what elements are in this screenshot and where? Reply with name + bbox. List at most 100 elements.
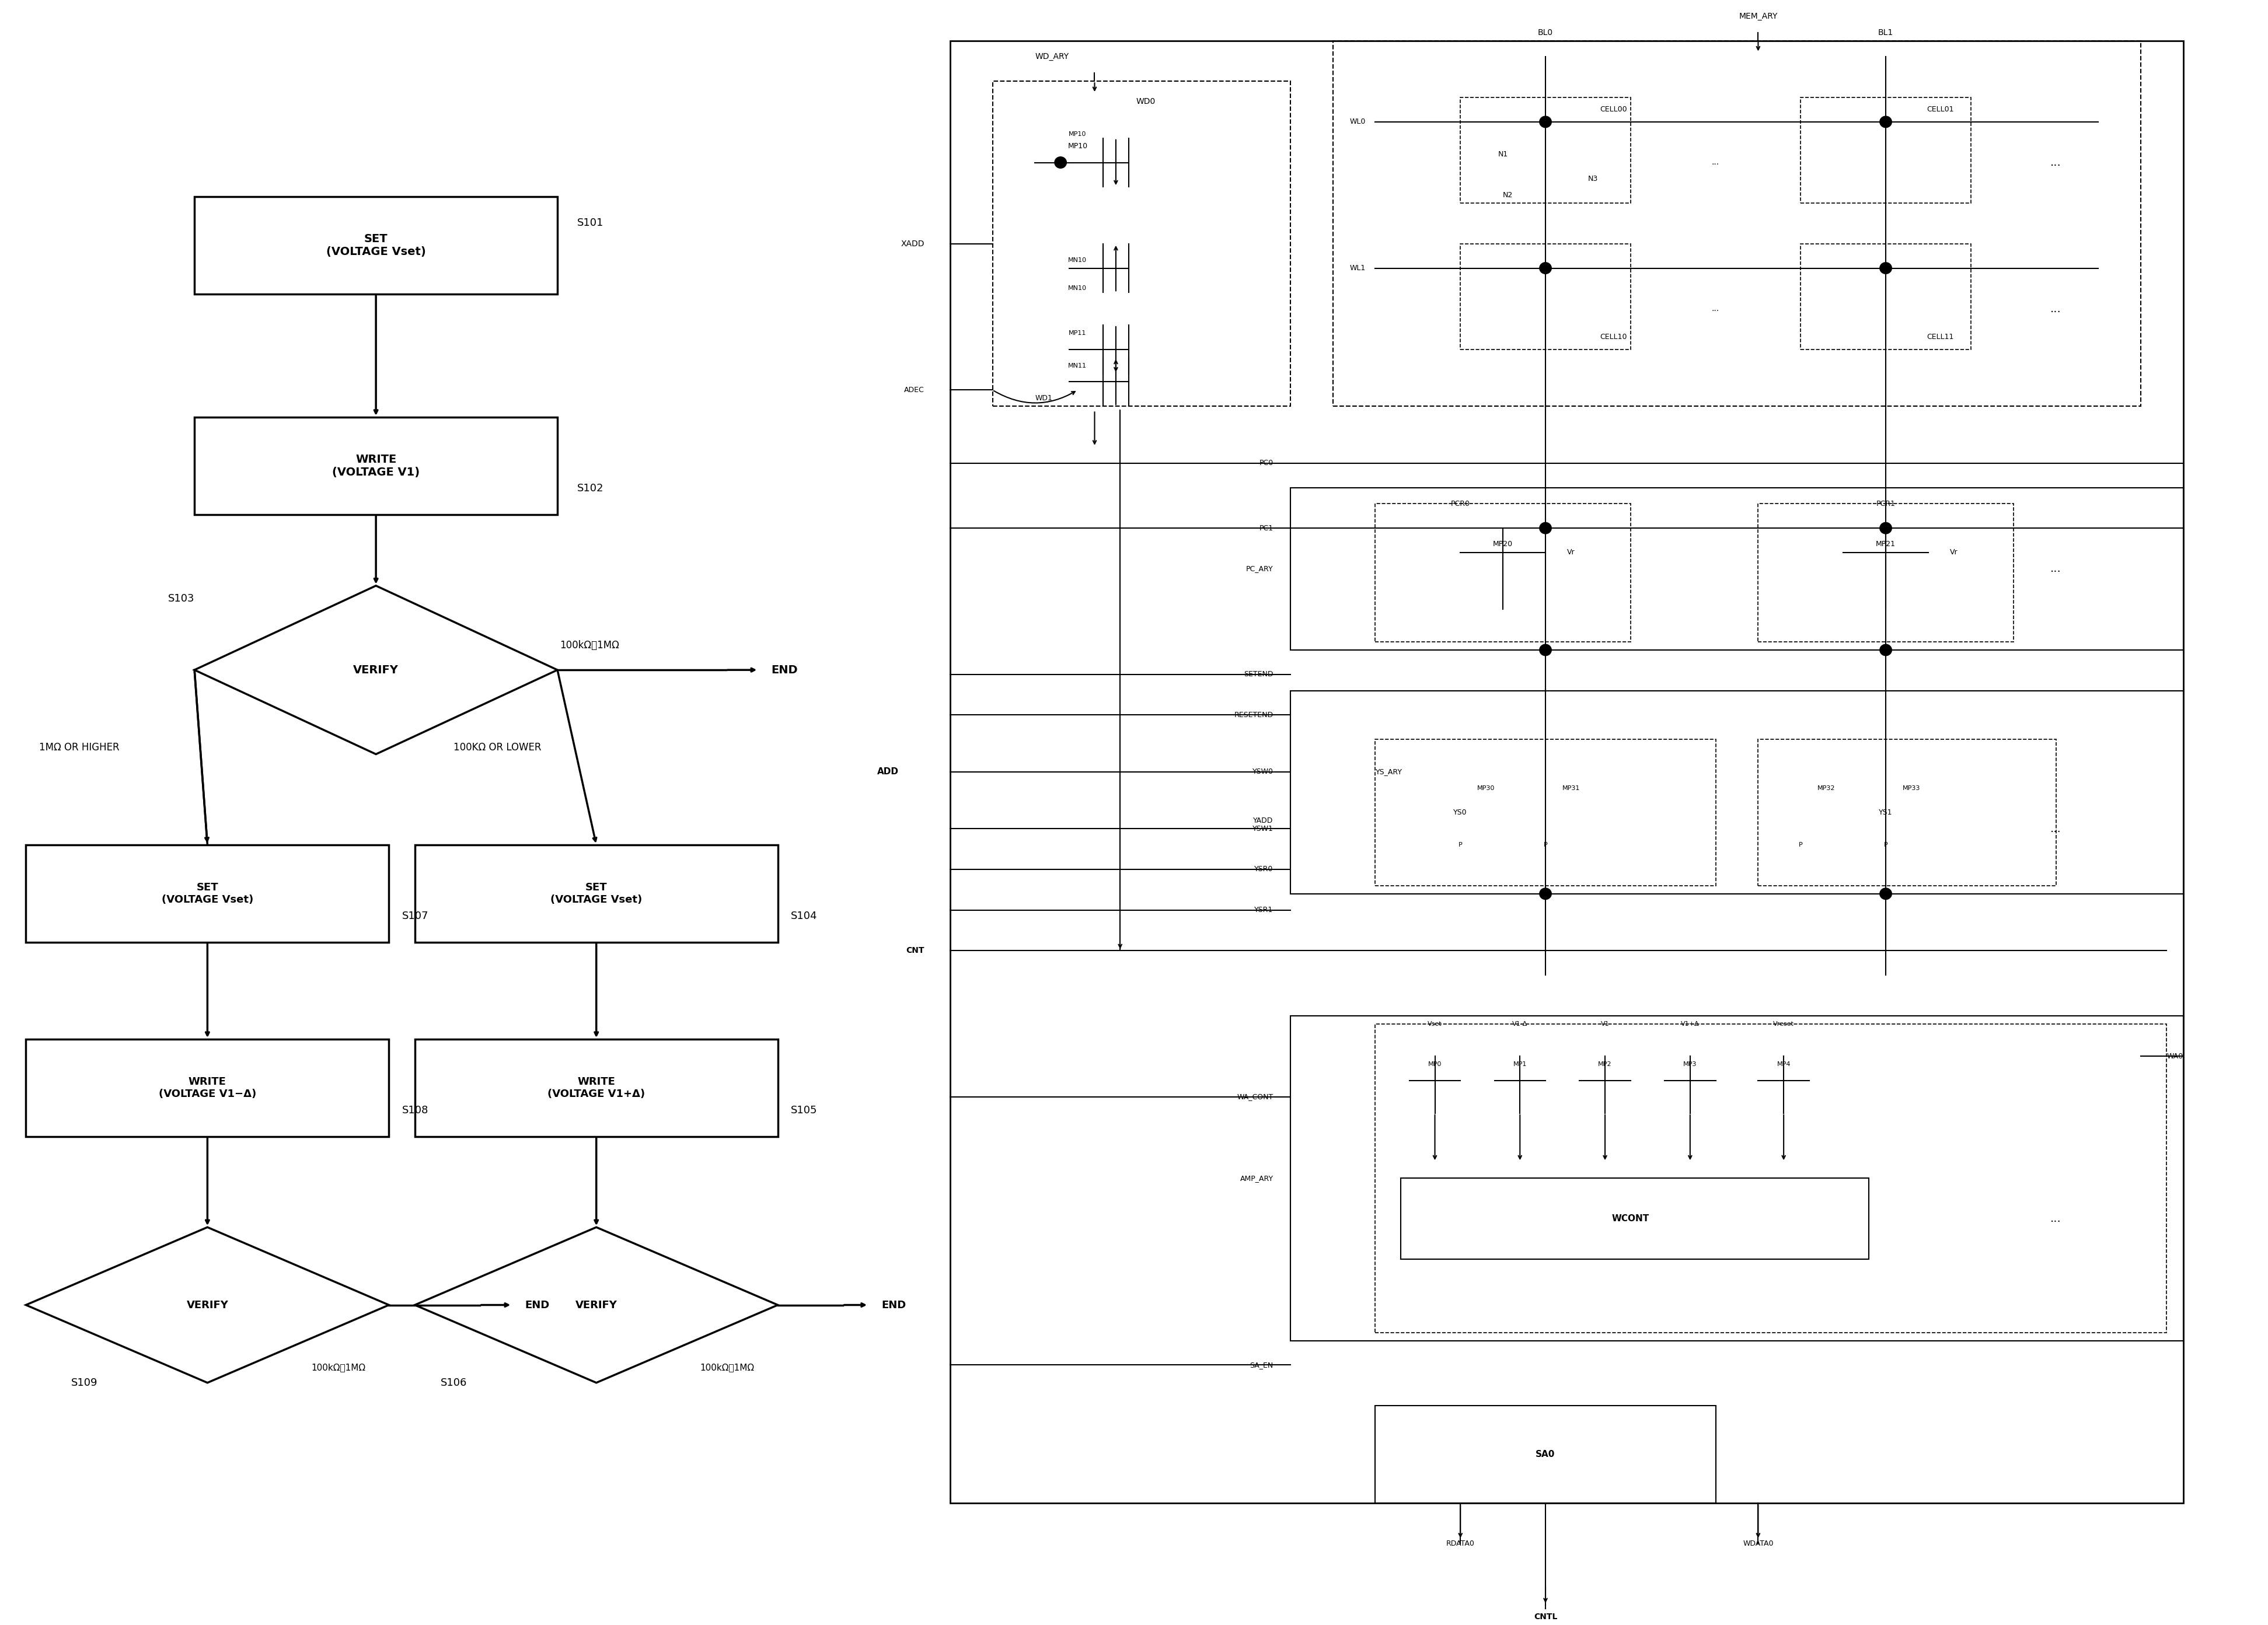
Text: MN10: MN10 xyxy=(1068,257,1086,263)
Text: P: P xyxy=(1799,842,1803,848)
Text: WRITE
(VOLTAGE V1+Δ): WRITE (VOLTAGE V1+Δ) xyxy=(547,1077,644,1099)
Text: ...: ... xyxy=(1712,304,1719,314)
Circle shape xyxy=(1540,523,1551,533)
Text: S101: S101 xyxy=(576,218,603,228)
Text: PC1: PC1 xyxy=(1259,525,1272,531)
Text: S108: S108 xyxy=(401,1105,429,1116)
Text: WCONT: WCONT xyxy=(1610,1214,1649,1224)
Text: MP10: MP10 xyxy=(1068,132,1086,137)
Text: S107: S107 xyxy=(401,912,429,921)
Text: ...: ... xyxy=(1712,158,1719,167)
Text: MP30: MP30 xyxy=(1476,785,1495,791)
Text: S106: S106 xyxy=(440,1378,467,1388)
Text: WRITE
(VOLTAGE V1): WRITE (VOLTAGE V1) xyxy=(331,453,420,478)
Text: WD1: WD1 xyxy=(1034,395,1052,401)
Text: 1MΩ OR HIGHER: 1MΩ OR HIGHER xyxy=(39,743,120,752)
Text: MEM_ARY: MEM_ARY xyxy=(1737,11,1778,21)
Text: END: END xyxy=(524,1300,549,1310)
Text: P: P xyxy=(1882,842,1887,848)
Circle shape xyxy=(1880,644,1892,655)
Text: YSR1: YSR1 xyxy=(1254,907,1272,913)
Text: ...: ... xyxy=(2050,824,2062,834)
Text: WA_CONT: WA_CONT xyxy=(1236,1094,1272,1100)
FancyBboxPatch shape xyxy=(1290,488,2184,650)
FancyBboxPatch shape xyxy=(415,845,778,943)
Circle shape xyxy=(1055,156,1066,167)
Text: YS1: YS1 xyxy=(1878,809,1892,816)
Text: CELL01: CELL01 xyxy=(1926,106,1953,114)
Text: MP10: MP10 xyxy=(1068,143,1086,150)
Text: PC_ARY: PC_ARY xyxy=(1245,566,1272,572)
Text: XADD: XADD xyxy=(900,239,925,249)
Text: MP0: MP0 xyxy=(1427,1061,1442,1068)
Text: MP4: MP4 xyxy=(1776,1061,1789,1068)
Text: WA0: WA0 xyxy=(2166,1053,2182,1060)
FancyBboxPatch shape xyxy=(1290,1016,2184,1341)
Text: WL1: WL1 xyxy=(1349,265,1365,271)
Circle shape xyxy=(1880,117,1892,127)
Text: 100kΩ～1MΩ: 100kΩ～1MΩ xyxy=(701,1363,755,1372)
Text: RDATA0: RDATA0 xyxy=(1445,1540,1474,1547)
Text: CELL11: CELL11 xyxy=(1926,333,1953,341)
Text: S105: S105 xyxy=(792,1105,816,1116)
Text: MP1: MP1 xyxy=(1513,1061,1526,1068)
Text: SA0: SA0 xyxy=(1535,1450,1556,1459)
FancyBboxPatch shape xyxy=(1374,1406,1715,1503)
Text: Vr: Vr xyxy=(1948,549,1957,556)
Text: CELL00: CELL00 xyxy=(1599,106,1626,114)
Text: MP32: MP32 xyxy=(1817,785,1835,791)
Text: Vset: Vset xyxy=(1427,1021,1442,1027)
Text: SETEND: SETEND xyxy=(1243,671,1272,678)
Text: WDATA0: WDATA0 xyxy=(1742,1540,1774,1547)
Text: 100KΩ OR LOWER: 100KΩ OR LOWER xyxy=(454,743,542,752)
Text: YADD: YADD xyxy=(1252,817,1272,824)
Text: VERIFY: VERIFY xyxy=(186,1300,229,1310)
Circle shape xyxy=(1880,887,1892,899)
Circle shape xyxy=(1540,262,1551,273)
Text: Vreset: Vreset xyxy=(1774,1021,1794,1027)
FancyBboxPatch shape xyxy=(950,41,2184,1503)
Text: ...: ... xyxy=(2050,158,2062,167)
Text: P: P xyxy=(1542,842,1547,848)
Text: BL1: BL1 xyxy=(1878,28,1894,37)
Text: CELL10: CELL10 xyxy=(1599,333,1626,341)
FancyBboxPatch shape xyxy=(1402,1178,1869,1259)
Polygon shape xyxy=(415,1227,778,1383)
Text: S103: S103 xyxy=(168,593,195,604)
FancyBboxPatch shape xyxy=(195,418,558,515)
Text: S104: S104 xyxy=(792,912,816,921)
Text: WD0: WD0 xyxy=(1136,98,1154,106)
Text: YSW0: YSW0 xyxy=(1252,769,1272,775)
Text: 100kΩ～1MΩ: 100kΩ～1MΩ xyxy=(311,1363,365,1372)
Text: WD_ARY: WD_ARY xyxy=(1034,52,1068,62)
Text: PC0: PC0 xyxy=(1259,460,1272,466)
FancyBboxPatch shape xyxy=(195,197,558,294)
Text: PCR1: PCR1 xyxy=(1876,501,1894,507)
Text: YSW1: YSW1 xyxy=(1252,826,1272,832)
Text: MN10: MN10 xyxy=(1068,286,1086,291)
Text: END: END xyxy=(882,1300,905,1310)
FancyBboxPatch shape xyxy=(415,1040,778,1136)
Text: SET
(VOLTAGE Vset): SET (VOLTAGE Vset) xyxy=(161,882,254,905)
Text: YS_ARY: YS_ARY xyxy=(1374,769,1402,775)
Text: N2: N2 xyxy=(1501,192,1513,198)
Text: ...: ... xyxy=(2050,564,2062,574)
FancyBboxPatch shape xyxy=(1290,691,2184,894)
Text: MP20: MP20 xyxy=(1492,541,1513,548)
Text: N1: N1 xyxy=(1497,151,1508,158)
Text: V1: V1 xyxy=(1601,1021,1608,1027)
Text: V1+Δ: V1+Δ xyxy=(1681,1021,1699,1027)
Text: MP11: MP11 xyxy=(1068,330,1086,336)
FancyBboxPatch shape xyxy=(25,845,388,943)
Circle shape xyxy=(1540,887,1551,899)
Text: ...: ... xyxy=(2050,1214,2062,1224)
Text: RESETEND: RESETEND xyxy=(1234,712,1272,718)
Circle shape xyxy=(1880,523,1892,533)
Text: SA_EN: SA_EN xyxy=(1250,1362,1272,1368)
Polygon shape xyxy=(195,585,558,754)
Text: VERIFY: VERIFY xyxy=(576,1300,617,1310)
Circle shape xyxy=(1540,644,1551,655)
Text: MP3: MP3 xyxy=(1683,1061,1696,1068)
Text: VERIFY: VERIFY xyxy=(354,665,399,676)
Polygon shape xyxy=(25,1227,388,1383)
